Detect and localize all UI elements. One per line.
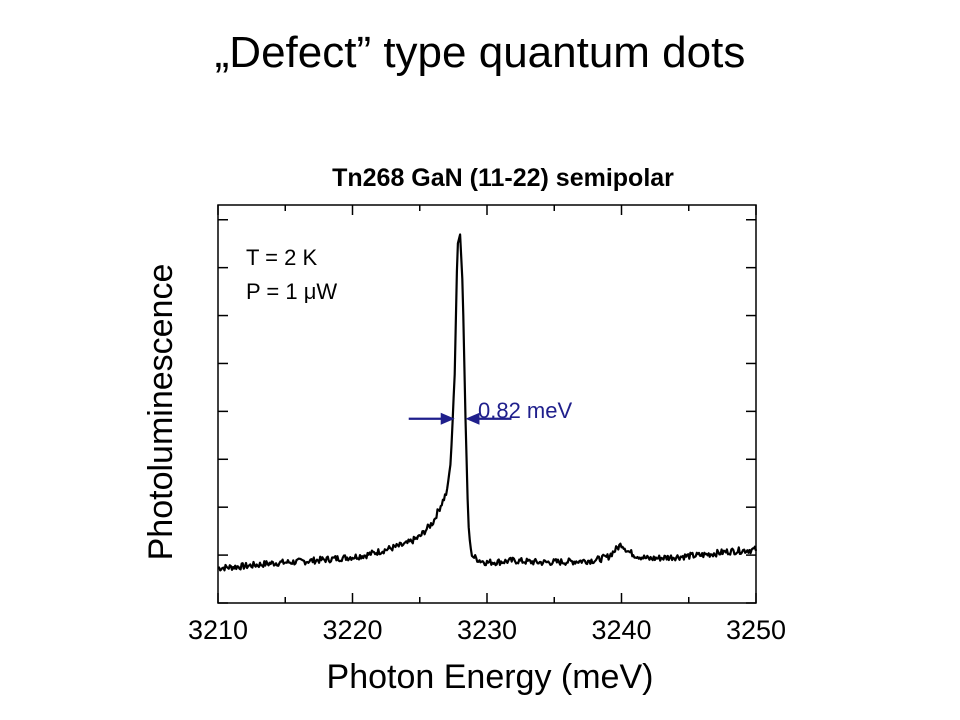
power-annotation: P = 1 μW xyxy=(246,279,337,304)
x-tick-label: 3240 xyxy=(591,615,651,645)
axis-ticks xyxy=(217,205,757,604)
x-tick-label: 3220 xyxy=(322,615,382,645)
y-axis-label: Photoluminescence xyxy=(142,264,180,561)
chart-title: Tn268 GaN (11-22) semipolar xyxy=(332,164,674,192)
x-tick-label: 3250 xyxy=(726,615,786,645)
series-line xyxy=(217,233,758,572)
fwhm-marker xyxy=(408,412,512,425)
x-axis-label: Photon Energy (meV) xyxy=(327,658,654,696)
fwhm-arrowhead-right xyxy=(465,412,480,425)
slide-title: „Defect” type quantum dots xyxy=(214,28,746,77)
fwhm-arrowhead-left xyxy=(440,412,455,425)
temperature-annotation: T = 2 K xyxy=(246,245,317,270)
x-tick-label: 3230 xyxy=(457,615,517,645)
x-tick-label: 3210 xyxy=(188,615,248,645)
x-tick-labels: 3210 3220 3230 3240 3250 xyxy=(188,615,786,645)
fwhm-label: 0.82 meV xyxy=(478,398,572,423)
